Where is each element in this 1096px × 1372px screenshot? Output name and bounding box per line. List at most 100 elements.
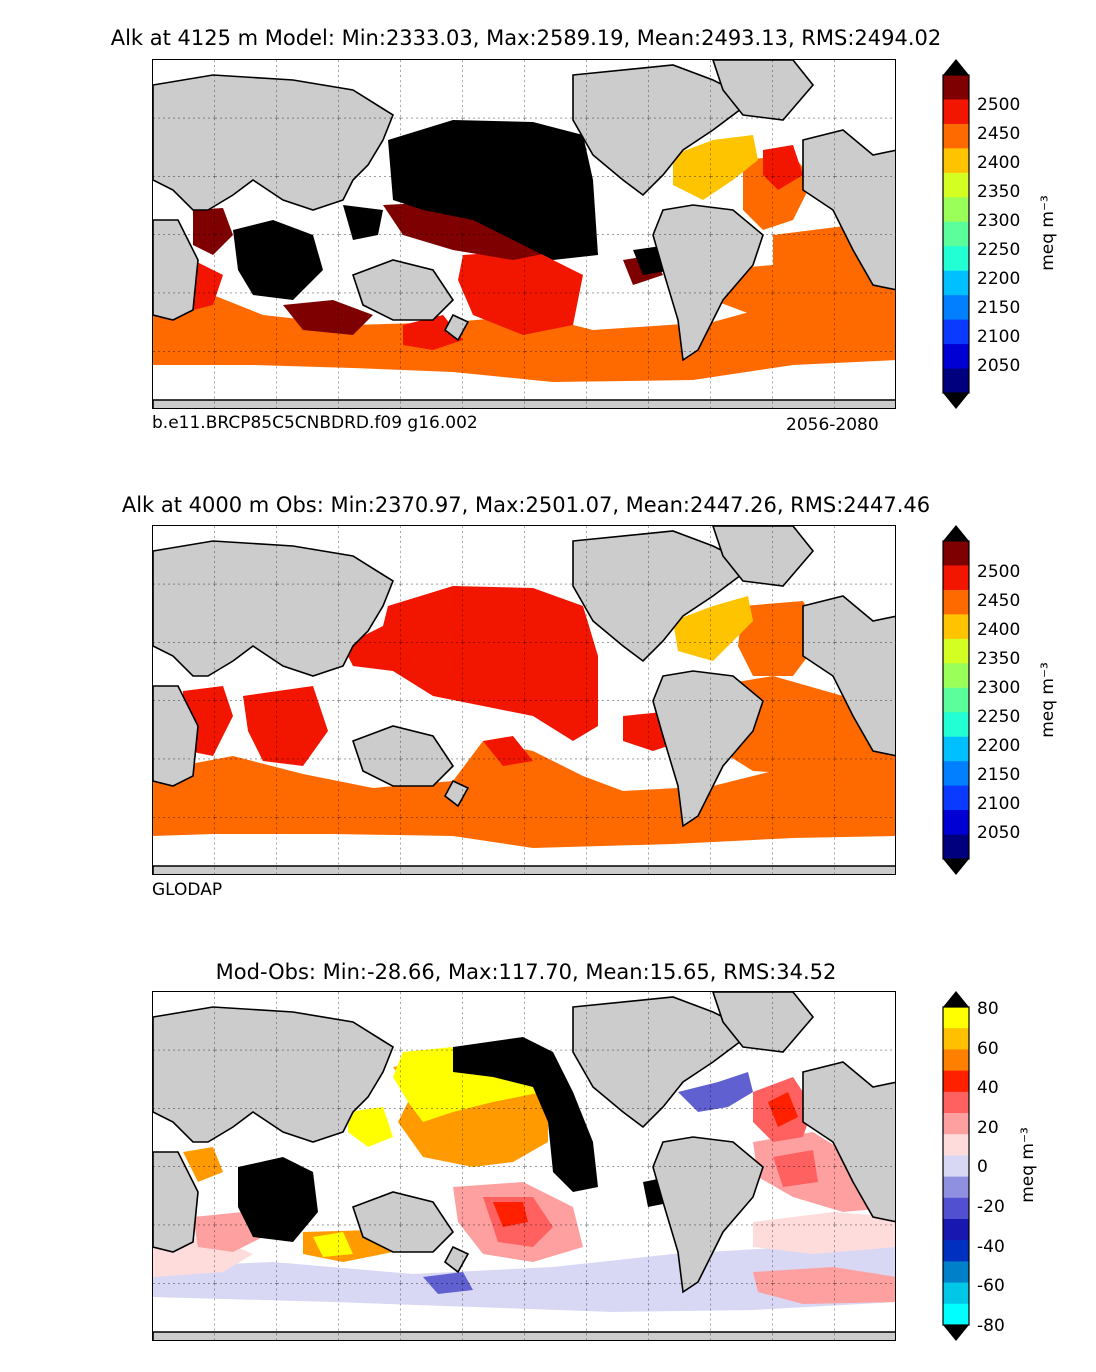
colorbar-tick-label: 2400 xyxy=(977,153,1021,173)
colorbar-segment xyxy=(943,1134,969,1156)
colorbar-segment xyxy=(943,712,969,738)
colorbar-tick-label: 2350 xyxy=(977,182,1021,202)
colorbar-segment xyxy=(943,1070,969,1093)
colorbar-tick-label: 20 xyxy=(977,1117,999,1138)
panel1-right-note: 2056-2080 xyxy=(786,415,879,435)
colorbar-segment xyxy=(943,1091,969,1114)
colorbar-segment xyxy=(943,99,969,125)
colorbar-frame xyxy=(942,1006,970,1326)
colorbar-extend-top xyxy=(943,59,969,75)
colorbar-tick-label: 2050 xyxy=(977,823,1021,843)
panel2-left-note: GLODAP xyxy=(152,880,223,900)
colorbar-segment xyxy=(943,785,969,811)
colorbar-segment xyxy=(943,687,969,713)
colorbar-segment xyxy=(943,1155,969,1178)
colorbar-segment xyxy=(943,1261,969,1284)
colorbar-tick-label: -20 xyxy=(977,1197,1005,1217)
colorbar-tick-label: 2150 xyxy=(977,298,1021,318)
panel3-colorbar-svg xyxy=(942,991,970,1341)
colorbar-segment xyxy=(943,197,969,223)
colorbar-extend-bottom xyxy=(943,393,969,409)
panel1-colorbar xyxy=(942,59,970,409)
colorbar-segment xyxy=(943,1219,969,1241)
colorbar-segment xyxy=(943,1049,969,1072)
colorbar-segment xyxy=(943,589,969,615)
colorbar-segment xyxy=(943,148,969,174)
colorbar-extend-bottom xyxy=(943,859,969,875)
colorbar-tick-label: 2250 xyxy=(977,707,1021,727)
colorbar-frame xyxy=(942,74,970,394)
colorbar-segment xyxy=(943,663,969,689)
panel2-colorbar-unit: meq m⁻³ xyxy=(1037,662,1058,738)
colorbar-segment xyxy=(943,368,969,394)
colorbar-segment xyxy=(943,295,969,321)
colorbar-frame xyxy=(942,540,970,860)
colorbar-segment xyxy=(943,834,969,860)
colorbar-segment xyxy=(943,1176,969,1199)
panel1-map xyxy=(152,59,896,409)
panel2-colorbar-svg xyxy=(942,525,970,875)
colorbar-tick-label: 40 xyxy=(977,1078,999,1099)
panel1-left-note: b.e11.BRCP85C5CNBDRD.f09 g16.002 xyxy=(152,413,478,433)
panel1-colorbar-unit: meq m⁻³ xyxy=(1037,195,1058,271)
colorbar-segment xyxy=(943,1113,969,1135)
colorbar-tick-label: 2500 xyxy=(977,95,1021,115)
colorbar-extend-top xyxy=(943,525,969,541)
colorbar-tick-label: 2500 xyxy=(977,562,1021,582)
colorbar-tick-label: 2450 xyxy=(977,124,1021,144)
colorbar-segment xyxy=(943,172,969,198)
colorbar-tick-label: 2300 xyxy=(977,211,1021,231)
panel1-map-svg xyxy=(153,60,895,408)
colorbar-segment xyxy=(943,565,969,591)
colorbar-tick-label: 2250 xyxy=(977,240,1021,260)
panel1-colorbar-svg xyxy=(942,59,970,409)
panel3-map xyxy=(152,991,896,1341)
colorbar-segment xyxy=(943,736,969,762)
colorbar-tick-label: 2150 xyxy=(977,765,1021,785)
colorbar-segment xyxy=(943,638,969,664)
colorbar-segment xyxy=(943,1028,969,1050)
colorbar-segment xyxy=(943,344,969,370)
colorbar-segment xyxy=(943,810,969,836)
colorbar-segment xyxy=(943,1007,969,1029)
colorbar-tick-label: 80 xyxy=(977,999,999,1019)
colorbar-segment xyxy=(943,614,969,640)
panel2-map-svg xyxy=(153,526,895,874)
colorbar-tick-label: 2350 xyxy=(977,649,1021,669)
colorbar-tick-label: 2100 xyxy=(977,794,1021,814)
colorbar-tick-label: 2100 xyxy=(977,327,1021,347)
colorbar-tick-label: 2300 xyxy=(977,678,1021,698)
panel2-title: Alk at 4000 m Obs: Min:2370.97, Max:2501… xyxy=(121,493,931,517)
colorbar-tick-label: -40 xyxy=(977,1236,1005,1257)
colorbar-segment xyxy=(943,1197,969,1220)
colorbar-tick-label: -60 xyxy=(977,1276,1005,1297)
colorbar-segment xyxy=(943,246,969,272)
colorbar-tick-label: 60 xyxy=(977,1038,999,1059)
colorbar-tick-label: -80 xyxy=(977,1315,1005,1336)
panel3-title: Mod-Obs: Min:-28.66, Max:117.70, Mean:15… xyxy=(215,960,837,984)
colorbar-segment xyxy=(943,221,969,247)
colorbar-segment xyxy=(943,761,969,787)
colorbar-segment xyxy=(943,541,969,566)
colorbar-segment xyxy=(943,123,969,149)
colorbar-extend-top xyxy=(943,991,969,1007)
colorbar-segment xyxy=(943,319,969,345)
colorbar-tick-label: 2450 xyxy=(977,591,1021,611)
panel2-colorbar xyxy=(942,525,970,875)
colorbar-tick-label: 0 xyxy=(977,1157,988,1178)
colorbar-extend-bottom xyxy=(943,1325,969,1341)
colorbar-segment xyxy=(943,270,969,296)
colorbar-tick-label: 2200 xyxy=(977,269,1021,289)
colorbar-tick-label: 2050 xyxy=(977,356,1021,376)
panel2-map xyxy=(152,525,896,875)
colorbar-segment xyxy=(943,1282,969,1305)
colorbar-segment xyxy=(943,1303,969,1326)
colorbar-segment xyxy=(943,1240,969,1262)
colorbar-tick-label: 2400 xyxy=(977,620,1021,640)
colorbar-segment xyxy=(943,75,969,100)
colorbar-tick-label: 2200 xyxy=(977,736,1021,756)
panel3-colorbar xyxy=(942,991,970,1341)
panel3-colorbar-unit: meq m⁻³ xyxy=(1017,1127,1038,1203)
panel3-map-svg xyxy=(153,992,895,1340)
panel1-title: Alk at 4125 m Model: Min:2333.03, Max:25… xyxy=(110,26,942,50)
